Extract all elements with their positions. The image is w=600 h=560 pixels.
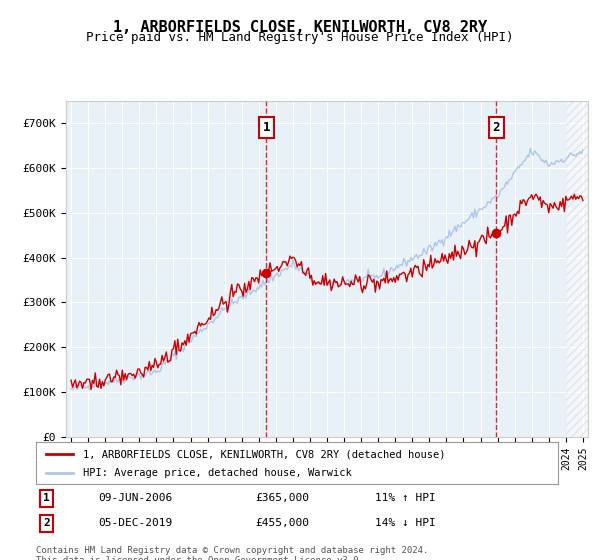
Text: £365,000: £365,000: [255, 493, 309, 503]
Text: HPI: Average price, detached house, Warwick: HPI: Average price, detached house, Warw…: [83, 468, 352, 478]
Bar: [566, 101, 592, 437]
Text: 1: 1: [263, 121, 270, 134]
Text: 2: 2: [43, 519, 50, 529]
Text: Contains HM Land Registry data © Crown copyright and database right 2024.
This d: Contains HM Land Registry data © Crown c…: [36, 546, 428, 560]
Text: 1, ARBORFIELDS CLOSE, KENILWORTH, CV8 2RY: 1, ARBORFIELDS CLOSE, KENILWORTH, CV8 2R…: [113, 20, 487, 35]
Text: 11% ↑ HPI: 11% ↑ HPI: [376, 493, 436, 503]
Text: 09-JUN-2006: 09-JUN-2006: [98, 493, 173, 503]
Text: 2: 2: [493, 121, 500, 134]
Text: 14% ↓ HPI: 14% ↓ HPI: [376, 519, 436, 529]
Text: 1: 1: [43, 493, 50, 503]
Text: 05-DEC-2019: 05-DEC-2019: [98, 519, 173, 529]
Text: 1, ARBORFIELDS CLOSE, KENILWORTH, CV8 2RY (detached house): 1, ARBORFIELDS CLOSE, KENILWORTH, CV8 2R…: [83, 449, 445, 459]
Text: £455,000: £455,000: [255, 519, 309, 529]
Text: Price paid vs. HM Land Registry's House Price Index (HPI): Price paid vs. HM Land Registry's House …: [86, 31, 514, 44]
